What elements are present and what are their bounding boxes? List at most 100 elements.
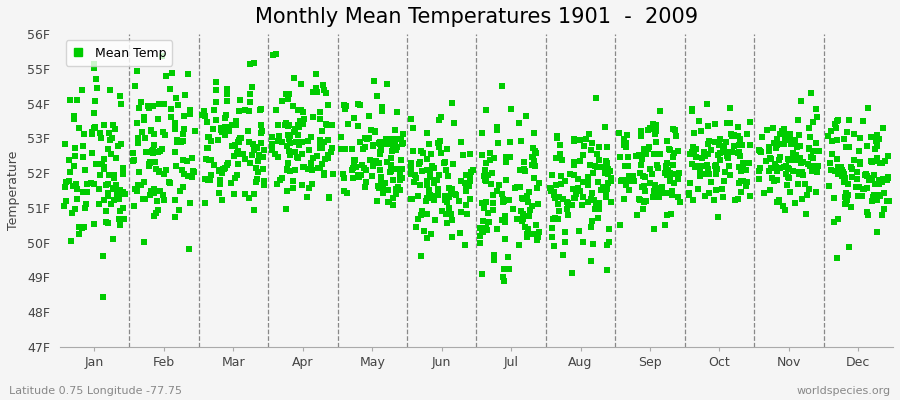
Point xyxy=(858,171,872,178)
Point xyxy=(775,203,789,210)
Point xyxy=(861,177,876,184)
Point xyxy=(305,181,320,187)
Point xyxy=(860,208,874,215)
Point xyxy=(293,107,308,114)
Point xyxy=(709,166,724,172)
Point xyxy=(527,130,542,137)
Point xyxy=(723,105,737,111)
Point xyxy=(309,84,323,91)
Point xyxy=(849,184,863,190)
Point xyxy=(795,168,809,175)
Point xyxy=(256,128,270,134)
Point xyxy=(187,2,202,9)
Point xyxy=(618,177,633,183)
Point xyxy=(503,139,517,146)
Point xyxy=(347,157,362,164)
Point xyxy=(288,167,302,174)
Point xyxy=(806,148,820,154)
Point xyxy=(111,143,125,150)
Point xyxy=(566,186,580,192)
Point xyxy=(531,234,545,240)
Point xyxy=(358,143,373,150)
Point xyxy=(302,185,316,192)
Point xyxy=(697,149,711,156)
Point xyxy=(232,139,247,145)
Point xyxy=(842,117,857,123)
Point xyxy=(203,157,218,163)
Point xyxy=(695,155,709,161)
Point xyxy=(390,144,404,151)
Point xyxy=(301,166,315,172)
Point xyxy=(867,191,881,198)
Point xyxy=(350,172,365,178)
Point xyxy=(317,86,331,93)
Point xyxy=(663,178,678,184)
Point xyxy=(75,224,89,231)
Point xyxy=(663,211,678,218)
Point xyxy=(294,139,309,145)
Point xyxy=(803,163,817,170)
Point xyxy=(116,165,130,172)
Point xyxy=(567,158,581,165)
Point xyxy=(227,152,241,159)
Point xyxy=(864,134,878,140)
Point xyxy=(599,194,614,200)
Point xyxy=(487,252,501,258)
Point xyxy=(168,214,183,220)
Point xyxy=(521,199,535,206)
Point xyxy=(434,114,448,120)
Point xyxy=(310,153,324,159)
Point xyxy=(89,84,104,91)
Point xyxy=(458,202,473,208)
Point xyxy=(148,186,162,192)
Point xyxy=(136,196,150,202)
Point xyxy=(634,133,648,139)
Point xyxy=(555,157,570,164)
Point xyxy=(630,212,644,218)
Point xyxy=(495,217,509,223)
Point xyxy=(476,229,491,235)
Point xyxy=(783,189,797,195)
Point xyxy=(474,130,489,136)
Point xyxy=(658,222,672,228)
Point xyxy=(380,80,394,87)
Point xyxy=(63,169,77,175)
Point xyxy=(125,158,140,164)
Point xyxy=(184,155,199,161)
Point xyxy=(430,192,445,198)
Point xyxy=(633,170,647,176)
Point xyxy=(553,208,567,215)
Point xyxy=(296,116,310,122)
Point xyxy=(148,131,162,137)
Point xyxy=(715,186,729,192)
Point xyxy=(804,90,818,97)
Point xyxy=(486,192,500,199)
Point xyxy=(158,72,173,79)
Point xyxy=(345,167,359,173)
Point xyxy=(788,200,802,206)
Point xyxy=(873,160,887,166)
Point xyxy=(788,139,802,145)
Point xyxy=(288,126,302,132)
Point xyxy=(302,147,316,154)
Point xyxy=(724,120,738,127)
Point xyxy=(761,168,776,174)
Point xyxy=(454,139,469,146)
Point xyxy=(567,195,581,201)
Point xyxy=(498,236,512,242)
Point xyxy=(168,197,183,203)
Point xyxy=(667,180,681,186)
Point xyxy=(247,147,261,154)
Point xyxy=(551,201,565,207)
Point xyxy=(496,198,510,205)
Point xyxy=(502,197,517,204)
Point xyxy=(445,186,459,192)
Point xyxy=(531,201,545,208)
Point xyxy=(793,160,807,166)
Point xyxy=(727,132,742,139)
Point xyxy=(222,128,237,134)
Point xyxy=(128,186,142,193)
Point xyxy=(218,124,232,130)
Point xyxy=(518,113,533,120)
Point xyxy=(619,144,634,150)
